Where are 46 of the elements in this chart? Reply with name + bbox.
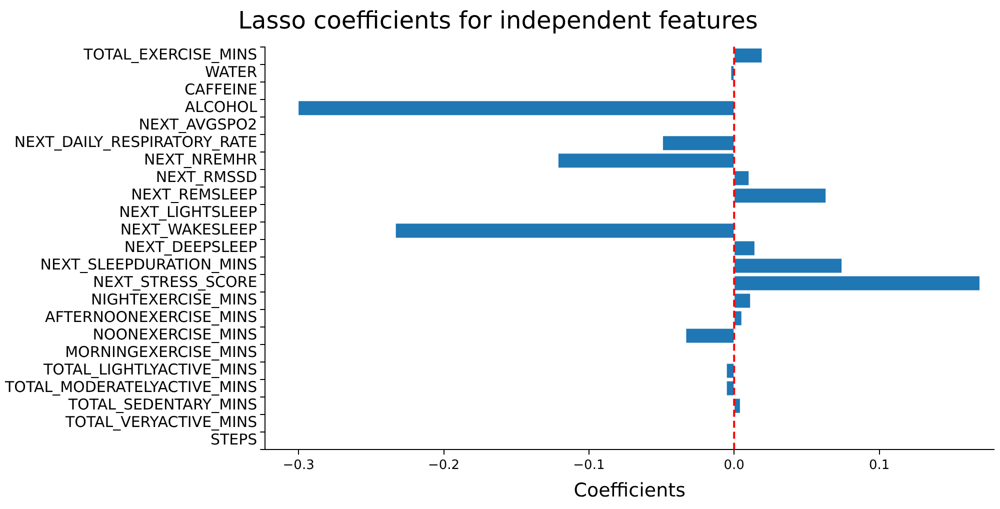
- y-tick-label: MORNINGEXERCISE_MINS: [65, 343, 258, 362]
- bar: [726, 364, 734, 378]
- y-tick-label: TOTAL_SEDENTARY_MINS: [67, 396, 258, 414]
- bar: [734, 276, 980, 290]
- y-tick-label: NEXT_DAILY_RESPIRATORY_RATE: [14, 133, 258, 152]
- y-tick-label: NEXT_LIGHTSLEEP: [119, 203, 258, 222]
- bar: [396, 224, 734, 238]
- y-tick-label: NEXT_DEEPSLEEP: [124, 238, 258, 256]
- x-tick-label: 0.1: [868, 458, 890, 473]
- chart-title: Lasso coefficients for independent features: [238, 6, 758, 35]
- bar: [686, 328, 734, 343]
- y-tick-label: STEPS: [210, 430, 258, 449]
- bar: [558, 154, 734, 168]
- bar: [734, 241, 754, 256]
- x-tick-label: −0.1: [573, 458, 605, 473]
- x-tick-label: 0.0: [724, 458, 744, 473]
- bar: [734, 311, 742, 326]
- bar: [734, 294, 750, 308]
- bar: [726, 381, 734, 396]
- bar: [734, 398, 740, 413]
- y-tick-label: NEXT_REMSLEEP: [131, 186, 258, 204]
- y-tick-label: TOTAL_EXERCISE_MINS: [82, 45, 258, 64]
- bar: [734, 48, 762, 63]
- x-axis-title: Coefficients: [574, 480, 686, 502]
- y-tick-label: CAFFEINE: [184, 80, 258, 98]
- y-tick-label: NIGHTEXERCISE_MINS: [91, 290, 258, 309]
- y-tick-label: ALCOHOL: [184, 98, 258, 116]
- y-tick-label: TOTAL_MODERATELYACTIVE_MINS: [4, 378, 258, 396]
- y-tick-label: NOONEXERCISE_MINS: [92, 326, 258, 344]
- y-tick-label: AFTERNOONEXERCISE_MINS: [45, 308, 258, 326]
- bar: [298, 101, 734, 116]
- bar: [734, 188, 826, 203]
- y-tick-label: WATER: [205, 62, 258, 81]
- y-tick-label: TOTAL_VERYACTIVE_MINS: [64, 413, 258, 432]
- y-tick-label: NEXT_AVGSPO2: [138, 116, 258, 134]
- bar: [734, 258, 842, 273]
- y-tick-label: NEXT_RMSSD: [156, 168, 258, 186]
- y-tick-label: TOTAL_LIGHTLYACTIVE_MINS: [42, 360, 258, 379]
- bar: [662, 136, 734, 150]
- y-tick-label: NEXT_SLEEPDURATION_MINS: [40, 256, 258, 274]
- bar: [734, 171, 749, 186]
- y-tick-label: NEXT_STRESS_SCORE: [92, 273, 258, 292]
- x-tick-label: −0.2: [428, 458, 460, 473]
- y-tick-label: NEXT_NREMHR: [144, 150, 258, 169]
- y-tick-label: NEXT_WAKESLEEP: [120, 220, 258, 239]
- x-tick-label: −0.3: [282, 458, 314, 473]
